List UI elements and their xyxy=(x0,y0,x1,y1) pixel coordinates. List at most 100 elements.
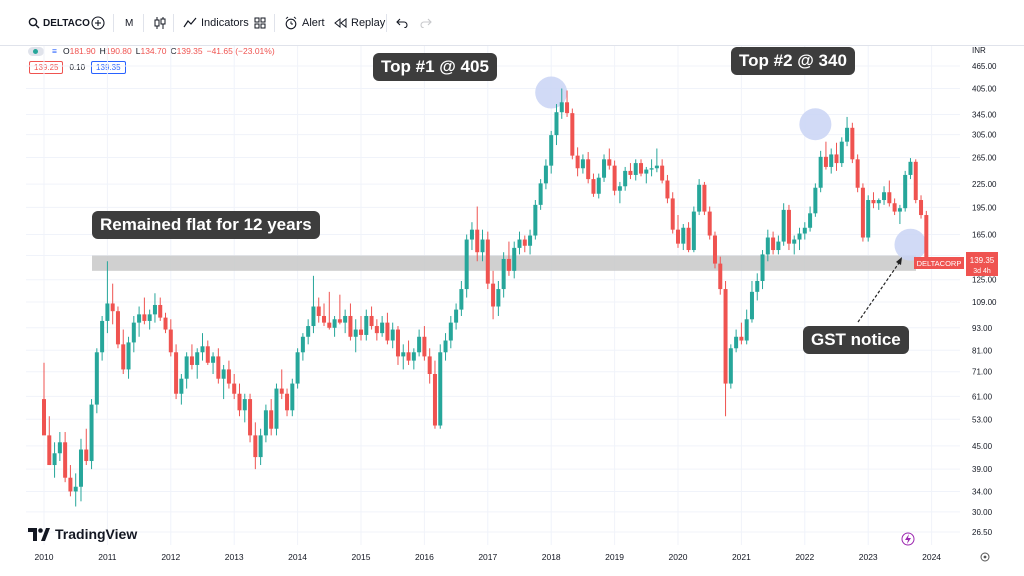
candle xyxy=(882,186,887,205)
add-symbol-icon xyxy=(91,16,105,30)
replay-label: Replay xyxy=(351,17,386,29)
candle xyxy=(279,369,284,400)
undo-button[interactable] xyxy=(396,12,408,34)
lightning-icon[interactable] xyxy=(901,532,915,546)
visibility-icon[interactable] xyxy=(28,46,44,56)
candle xyxy=(839,137,844,167)
indicators-icon xyxy=(183,17,197,28)
price-tick-label: 39.00 xyxy=(972,465,993,474)
candle xyxy=(395,326,400,365)
candle xyxy=(184,352,189,389)
candle xyxy=(543,159,548,190)
candle xyxy=(903,170,908,212)
symbol-search[interactable]: DELTACO xyxy=(28,12,90,34)
candle xyxy=(565,90,570,117)
redo-icon xyxy=(420,18,432,28)
candle xyxy=(823,141,828,170)
candle xyxy=(47,416,52,466)
candle xyxy=(78,438,83,502)
candle xyxy=(670,192,675,234)
time-tick-label: 2015 xyxy=(352,552,371,562)
interval-button[interactable]: M xyxy=(125,17,134,29)
price-tick-label: 225.00 xyxy=(972,180,997,189)
candle xyxy=(359,315,363,341)
candle xyxy=(887,180,892,207)
ohlc-legend: ≡ O181.90 H190.80 L134.70 C139.35 −41.65… xyxy=(28,46,275,56)
time-tick-label: 2022 xyxy=(795,552,814,562)
candle xyxy=(744,309,749,345)
candle xyxy=(406,340,411,365)
candle xyxy=(771,231,776,255)
candle xyxy=(765,229,770,262)
candle xyxy=(337,294,342,325)
time-tick-label: 2014 xyxy=(288,552,307,562)
price-tick-label: 125.00 xyxy=(972,276,997,285)
price-tick-label: 53.00 xyxy=(972,415,993,424)
candle xyxy=(734,329,739,353)
redo-button[interactable] xyxy=(420,12,432,34)
candle xyxy=(871,192,876,209)
candle xyxy=(776,235,781,255)
candle xyxy=(332,315,337,337)
toolbar-separator xyxy=(274,14,275,32)
candle xyxy=(591,173,596,197)
candle xyxy=(602,154,607,182)
time-axis: 2010 2011 2012 2013 2014 2015 2016 2017 2018 2019… xyxy=(35,552,942,562)
layouts-icon xyxy=(254,17,266,29)
candle xyxy=(316,297,321,323)
candle xyxy=(612,160,617,196)
candle xyxy=(808,206,813,232)
price-tick-label: 61.00 xyxy=(972,392,993,401)
chart-type-button[interactable] xyxy=(154,12,166,34)
candle xyxy=(121,329,126,375)
candle xyxy=(623,166,628,191)
candle xyxy=(68,465,73,497)
indicators-label: Indicators xyxy=(201,17,249,29)
candle xyxy=(137,306,142,337)
price-tick-label: 34.00 xyxy=(972,487,993,496)
price-tick-label: 45.00 xyxy=(972,442,993,451)
candle xyxy=(607,148,612,170)
time-tick-label: 2011 xyxy=(98,552,117,562)
candle xyxy=(158,297,163,321)
flat-callout: Remained flat for 12 years xyxy=(92,211,320,239)
layouts-button[interactable] xyxy=(254,12,266,34)
candle xyxy=(52,442,57,478)
candle xyxy=(163,312,168,334)
candle xyxy=(115,306,120,349)
candle xyxy=(517,231,522,255)
candle xyxy=(401,344,406,370)
price-tick-label: 26.50 xyxy=(972,528,993,537)
ask-box[interactable]: 139.35 xyxy=(91,61,126,74)
candle xyxy=(459,280,464,316)
candle xyxy=(232,374,237,400)
candle xyxy=(469,222,474,251)
time-tick-label: 2017 xyxy=(478,552,497,562)
time-tick-label: 2021 xyxy=(732,552,751,562)
candle xyxy=(617,181,622,204)
alert-button[interactable]: Alert xyxy=(284,12,325,34)
price-tick-label: 405.00 xyxy=(972,84,997,93)
candle xyxy=(760,250,765,290)
candle xyxy=(559,88,564,119)
candle xyxy=(491,270,496,320)
bid-box[interactable]: 139.25 xyxy=(29,61,64,74)
top1-callout: Top #1 @ 405 xyxy=(373,53,497,81)
add-symbol-button[interactable] xyxy=(91,12,105,34)
settings-icon[interactable] xyxy=(980,552,990,562)
candle xyxy=(538,179,543,210)
price-tick-label: 30.00 xyxy=(972,508,993,517)
price-tick-label: 345.00 xyxy=(972,111,997,120)
time-tick-label: 2018 xyxy=(542,552,561,562)
candle xyxy=(639,159,644,177)
candle xyxy=(728,344,733,389)
candle xyxy=(755,273,760,301)
candle xyxy=(702,181,707,216)
replay-button[interactable]: Replay xyxy=(334,12,385,34)
time-tick-label: 2010 xyxy=(35,552,54,562)
menu-icon[interactable]: ≡ xyxy=(52,46,57,56)
indicators-button[interactable]: Indicators xyxy=(183,12,249,34)
symbol-name: DELTACO xyxy=(43,17,90,29)
undo-icon xyxy=(396,18,408,28)
